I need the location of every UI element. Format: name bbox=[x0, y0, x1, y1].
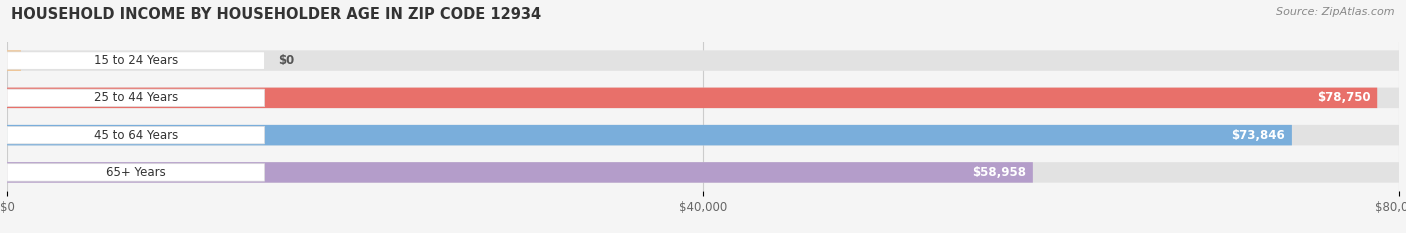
Text: Source: ZipAtlas.com: Source: ZipAtlas.com bbox=[1277, 7, 1395, 17]
FancyBboxPatch shape bbox=[7, 52, 264, 69]
Text: 45 to 64 Years: 45 to 64 Years bbox=[94, 129, 179, 142]
FancyBboxPatch shape bbox=[7, 88, 1399, 108]
Text: $58,958: $58,958 bbox=[972, 166, 1026, 179]
Text: $78,750: $78,750 bbox=[1316, 91, 1371, 104]
FancyBboxPatch shape bbox=[7, 125, 1292, 145]
Text: 65+ Years: 65+ Years bbox=[105, 166, 166, 179]
Text: 15 to 24 Years: 15 to 24 Years bbox=[94, 54, 179, 67]
FancyBboxPatch shape bbox=[7, 125, 1399, 145]
FancyBboxPatch shape bbox=[7, 50, 1399, 71]
FancyBboxPatch shape bbox=[7, 162, 1033, 183]
Text: $73,846: $73,846 bbox=[1232, 129, 1285, 142]
FancyBboxPatch shape bbox=[7, 89, 264, 106]
FancyBboxPatch shape bbox=[7, 127, 264, 144]
FancyBboxPatch shape bbox=[7, 164, 264, 181]
FancyBboxPatch shape bbox=[7, 50, 21, 71]
FancyBboxPatch shape bbox=[7, 162, 1399, 183]
FancyBboxPatch shape bbox=[7, 88, 1378, 108]
Text: 25 to 44 Years: 25 to 44 Years bbox=[94, 91, 179, 104]
Text: $0: $0 bbox=[278, 54, 295, 67]
Text: HOUSEHOLD INCOME BY HOUSEHOLDER AGE IN ZIP CODE 12934: HOUSEHOLD INCOME BY HOUSEHOLDER AGE IN Z… bbox=[11, 7, 541, 22]
